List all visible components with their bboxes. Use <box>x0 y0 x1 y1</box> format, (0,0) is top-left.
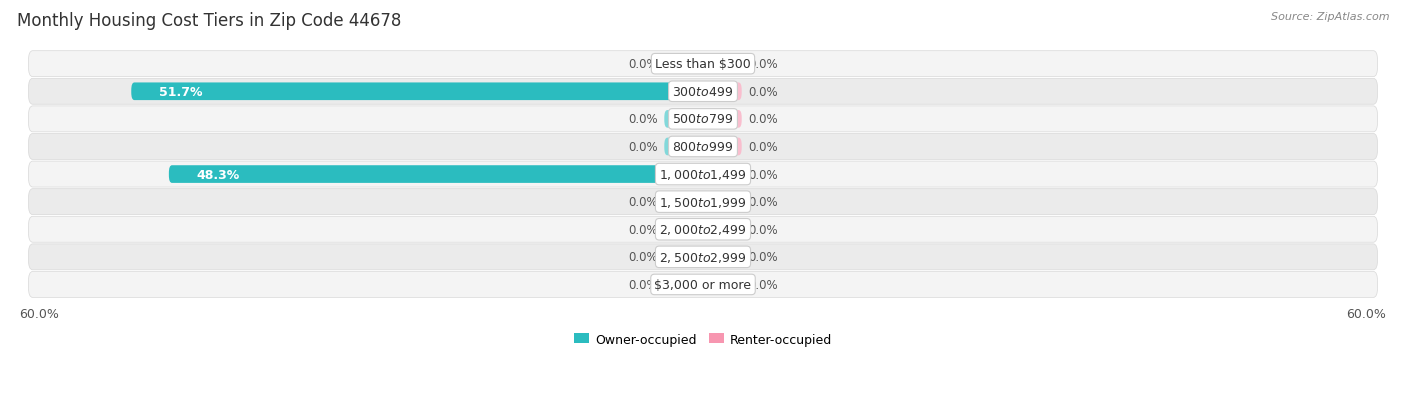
Text: $300 to $499: $300 to $499 <box>672 85 734 99</box>
FancyBboxPatch shape <box>131 83 703 101</box>
FancyBboxPatch shape <box>28 189 1378 215</box>
Text: 0.0%: 0.0% <box>748 85 778 99</box>
Text: $800 to $999: $800 to $999 <box>672 140 734 154</box>
Text: 0.0%: 0.0% <box>748 223 778 236</box>
FancyBboxPatch shape <box>703 166 742 183</box>
Text: 0.0%: 0.0% <box>748 140 778 154</box>
Text: 0.0%: 0.0% <box>628 140 658 154</box>
FancyBboxPatch shape <box>28 244 1378 270</box>
FancyBboxPatch shape <box>703 221 742 238</box>
Text: $1,000 to $1,499: $1,000 to $1,499 <box>659 168 747 182</box>
Text: 0.0%: 0.0% <box>748 58 778 71</box>
Legend: Owner-occupied, Renter-occupied: Owner-occupied, Renter-occupied <box>568 328 838 351</box>
Text: 0.0%: 0.0% <box>748 251 778 264</box>
FancyBboxPatch shape <box>703 138 742 156</box>
FancyBboxPatch shape <box>28 217 1378 242</box>
Text: $2,500 to $2,999: $2,500 to $2,999 <box>659 250 747 264</box>
Text: $3,000 or more: $3,000 or more <box>655 278 751 291</box>
FancyBboxPatch shape <box>703 111 742 128</box>
FancyBboxPatch shape <box>664 56 703 74</box>
Text: 0.0%: 0.0% <box>748 278 778 291</box>
Text: $1,500 to $1,999: $1,500 to $1,999 <box>659 195 747 209</box>
Text: Monthly Housing Cost Tiers in Zip Code 44678: Monthly Housing Cost Tiers in Zip Code 4… <box>17 12 401 30</box>
Text: 0.0%: 0.0% <box>628 223 658 236</box>
FancyBboxPatch shape <box>28 79 1378 105</box>
FancyBboxPatch shape <box>703 56 742 74</box>
Text: $500 to $799: $500 to $799 <box>672 113 734 126</box>
FancyBboxPatch shape <box>664 193 703 211</box>
Text: 48.3%: 48.3% <box>197 168 240 181</box>
Text: Source: ZipAtlas.com: Source: ZipAtlas.com <box>1271 12 1389 22</box>
FancyBboxPatch shape <box>703 193 742 211</box>
FancyBboxPatch shape <box>703 248 742 266</box>
Text: 51.7%: 51.7% <box>159 85 202 99</box>
Text: 0.0%: 0.0% <box>628 196 658 209</box>
FancyBboxPatch shape <box>664 111 703 128</box>
Text: 0.0%: 0.0% <box>628 251 658 264</box>
FancyBboxPatch shape <box>28 272 1378 298</box>
Text: Less than $300: Less than $300 <box>655 58 751 71</box>
FancyBboxPatch shape <box>664 138 703 156</box>
Text: 0.0%: 0.0% <box>628 278 658 291</box>
FancyBboxPatch shape <box>28 134 1378 160</box>
Text: $2,000 to $2,499: $2,000 to $2,499 <box>659 223 747 237</box>
FancyBboxPatch shape <box>664 276 703 294</box>
Text: 0.0%: 0.0% <box>748 168 778 181</box>
FancyBboxPatch shape <box>28 162 1378 188</box>
Text: 0.0%: 0.0% <box>748 196 778 209</box>
FancyBboxPatch shape <box>28 107 1378 133</box>
FancyBboxPatch shape <box>169 166 703 183</box>
Text: 0.0%: 0.0% <box>628 113 658 126</box>
FancyBboxPatch shape <box>28 52 1378 78</box>
FancyBboxPatch shape <box>664 248 703 266</box>
Text: 0.0%: 0.0% <box>628 58 658 71</box>
Text: 0.0%: 0.0% <box>748 113 778 126</box>
FancyBboxPatch shape <box>703 83 742 101</box>
FancyBboxPatch shape <box>703 276 742 294</box>
FancyBboxPatch shape <box>664 221 703 238</box>
